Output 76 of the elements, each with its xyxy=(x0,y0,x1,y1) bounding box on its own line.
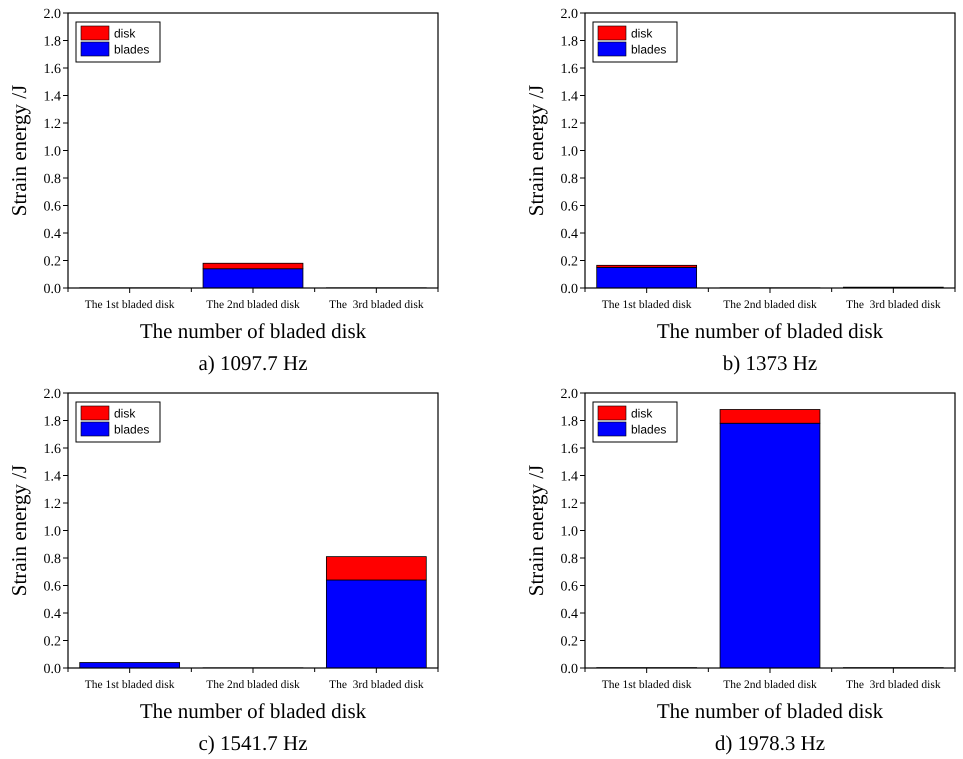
y-tick-label: 0.4 xyxy=(44,226,61,242)
y-tick-label: 0.2 xyxy=(44,634,61,650)
x-axis-title: The number of bladed disk xyxy=(140,699,367,723)
y-tick-label: 1.6 xyxy=(560,442,578,457)
x-tick-label: The 2nd bladed disk xyxy=(723,679,818,691)
y-tick-label: 0.4 xyxy=(560,226,578,242)
y-tick-label: 2.0 xyxy=(44,6,61,22)
y-tick-label: 1.0 xyxy=(44,524,61,540)
y-tick-label: 1.4 xyxy=(560,89,578,104)
legend-label: disk xyxy=(631,26,654,40)
y-tick-label: 1.8 xyxy=(44,34,61,50)
y-tick-label: 2.0 xyxy=(44,386,61,402)
legend-label: blades xyxy=(631,422,666,436)
y-tick-label: 0.6 xyxy=(560,579,578,594)
y-tick-label: 0.6 xyxy=(560,199,578,214)
y-tick-label: 1.0 xyxy=(560,524,578,540)
legend-label: disk xyxy=(114,26,136,40)
y-tick-label: 1.8 xyxy=(560,34,578,50)
y-tick-label: 0.8 xyxy=(44,552,61,567)
y-axis-title: Strain energy /J xyxy=(7,84,31,216)
x-tick-label: The 2nd bladed disk xyxy=(206,679,300,691)
y-tick-label: 1.8 xyxy=(44,414,61,430)
y-axis-title: Strain energy /J xyxy=(7,464,31,596)
y-tick-label: 1.6 xyxy=(560,62,578,77)
y-tick-label: 1.0 xyxy=(44,144,61,160)
y-tick-label: 0.6 xyxy=(44,579,61,594)
y-tick-label: 1.8 xyxy=(560,414,578,430)
x-tick-label: The 3rd bladed disk xyxy=(329,679,424,691)
x-tick-label: The 3rd bladed disk xyxy=(846,679,941,691)
x-axis-title: The number of bladed disk xyxy=(656,319,884,343)
y-tick-label: 2.0 xyxy=(560,386,578,402)
y-tick-label: 1.2 xyxy=(560,496,578,512)
legend-label: blades xyxy=(114,42,150,56)
y-tick-label: 1.4 xyxy=(44,89,61,104)
x-tick-label: The 3rd bladed disk xyxy=(846,299,941,311)
y-axis-title: Strain energy /J xyxy=(524,464,548,596)
x-tick-label: The 1st bladed disk xyxy=(602,679,692,691)
y-tick-label: 1.2 xyxy=(560,116,578,132)
legend-label: disk xyxy=(114,406,136,420)
y-tick-label: 1.4 xyxy=(44,469,61,484)
y-tick-label: 0.8 xyxy=(560,172,578,187)
x-axis-title: The number of bladed disk xyxy=(656,699,884,723)
y-tick-label: 1.2 xyxy=(44,116,61,132)
y-tick-label: 0.4 xyxy=(560,606,578,622)
y-axis-title: Strain energy /J xyxy=(524,84,548,216)
x-tick-label: The 1st bladed disk xyxy=(84,679,175,691)
x-axis-title: The number of bladed disk xyxy=(140,319,367,343)
y-tick-label: 0.8 xyxy=(560,552,578,567)
y-tick-label: 1.6 xyxy=(44,62,61,77)
legend-label: blades xyxy=(631,42,666,56)
y-tick-label: 0.4 xyxy=(44,606,61,622)
y-tick-label: 1.4 xyxy=(560,469,578,484)
y-tick-label: 0.2 xyxy=(560,634,578,650)
x-tick-label: The 1st bladed disk xyxy=(602,299,692,311)
y-tick-label: 0.0 xyxy=(44,662,61,677)
text: b) 1373 Hz xyxy=(722,351,818,375)
y-tick-label: 1.6 xyxy=(44,442,61,457)
y-tick-label: 0.8 xyxy=(44,172,61,187)
x-tick-label: The 2nd bladed disk xyxy=(723,299,818,311)
y-tick-label: 0.6 xyxy=(44,199,61,214)
y-tick-label: 1.2 xyxy=(44,496,61,512)
text: c) 1541.7 Hz xyxy=(198,731,308,755)
text: a) 1097.7 Hz xyxy=(198,351,308,375)
y-tick-label: 0.0 xyxy=(560,662,578,677)
legend-label: blades xyxy=(114,422,150,436)
x-tick-label: The 1st bladed disk xyxy=(84,299,175,311)
y-tick-label: 0.0 xyxy=(44,282,61,297)
y-tick-label: 2.0 xyxy=(560,6,578,22)
y-tick-label: 0.2 xyxy=(560,254,578,270)
y-tick-label: 0.2 xyxy=(44,254,61,270)
legend-label: disk xyxy=(631,406,654,420)
y-tick-label: 1.0 xyxy=(560,144,578,160)
text: d) 1978.3 Hz xyxy=(714,731,826,755)
y-tick-label: 0.0 xyxy=(560,282,578,297)
x-tick-label: The 3rd bladed disk xyxy=(329,299,424,311)
x-tick-label: The 2nd bladed disk xyxy=(206,299,300,311)
